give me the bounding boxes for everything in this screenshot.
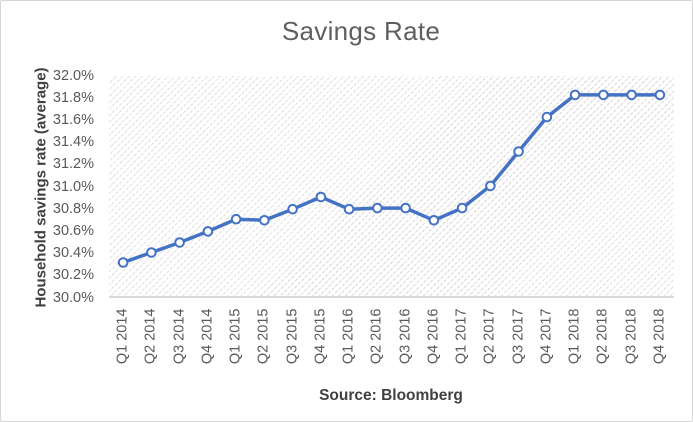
plot-area xyxy=(109,76,674,298)
x-axis-tick-label: Q4 2015 xyxy=(312,308,329,365)
data-point-marker xyxy=(569,89,581,101)
data-point-marker xyxy=(485,180,496,192)
data-point-marker xyxy=(287,203,298,215)
x-axis-tick-label: Q3 2015 xyxy=(284,308,301,365)
x-axis-tick-label: Q3 2017 xyxy=(510,308,527,365)
data-point-marker xyxy=(541,111,553,123)
x-axis-tick-label: Q4 2017 xyxy=(538,308,555,365)
data-point-marker xyxy=(343,203,355,215)
data-point-marker xyxy=(598,89,609,101)
x-axis-tick-label: Q2 2014 xyxy=(142,308,159,365)
x-axis-tick-label: Q2 2015 xyxy=(255,308,272,365)
x-axis-tick-label: Q4 2018 xyxy=(651,308,668,365)
x-axis-tick-label: Q3 2014 xyxy=(171,308,188,365)
data-point-marker xyxy=(400,202,411,214)
x-axis-tick-label: Q1 2016 xyxy=(340,308,357,365)
x-axis-tick-label: Q1 2018 xyxy=(566,308,583,365)
data-point-marker xyxy=(428,215,440,226)
y-axis-tick-label: 31.4% xyxy=(52,134,94,151)
x-axis-tick-label: Q1 2017 xyxy=(453,308,470,365)
x-axis-tick-label: Q2 2018 xyxy=(594,308,611,365)
data-point-marker xyxy=(372,202,383,214)
y-axis-tick-label: 31.2% xyxy=(52,156,94,173)
data-point-marker xyxy=(315,191,327,203)
x-axis-tick-label: Q1 2015 xyxy=(227,308,244,365)
y-axis-tick-label: 30.0% xyxy=(52,289,94,306)
y-axis-tick-label: 31.6% xyxy=(52,111,94,128)
y-axis-tick-label: 30.6% xyxy=(52,222,94,239)
data-point-marker xyxy=(146,247,157,258)
data-point-marker xyxy=(174,237,185,248)
series-line xyxy=(121,93,662,265)
x-axis-tick-label: Q3 2016 xyxy=(397,308,414,365)
y-axis-tick-label: 30.8% xyxy=(52,200,94,217)
y-axis-tick-label: 31.0% xyxy=(52,178,94,195)
y-axis-tick-label: 31.8% xyxy=(52,89,94,106)
data-point-marker xyxy=(259,215,270,226)
x-axis-tick-label: Q4 2014 xyxy=(199,308,216,365)
data-point-marker xyxy=(654,89,666,101)
x-axis-tick-label: Q1 2014 xyxy=(114,308,131,365)
source-note: Source: Bloomberg xyxy=(319,387,463,404)
y-axis-tick-label: 30.2% xyxy=(52,267,94,284)
x-axis-tick-label: Q4 2016 xyxy=(425,308,442,365)
x-axis-tick-label: Q2 2017 xyxy=(481,308,498,365)
y-axis-tick-label: 30.4% xyxy=(52,245,94,262)
data-point-marker xyxy=(456,202,468,214)
data-point-marker xyxy=(230,213,242,225)
data-point-marker xyxy=(513,146,524,157)
data-point-marker xyxy=(202,226,214,237)
series-plot xyxy=(117,89,666,268)
data-point-marker xyxy=(117,257,129,268)
x-axis-tick-label: Q2 2016 xyxy=(368,308,385,365)
chart-title: Savings Rate xyxy=(281,16,441,46)
y-axis-tick-label: 32.0% xyxy=(52,67,94,84)
x-axis-tick-label: Q3 2018 xyxy=(623,308,640,365)
data-point-marker xyxy=(626,89,637,101)
